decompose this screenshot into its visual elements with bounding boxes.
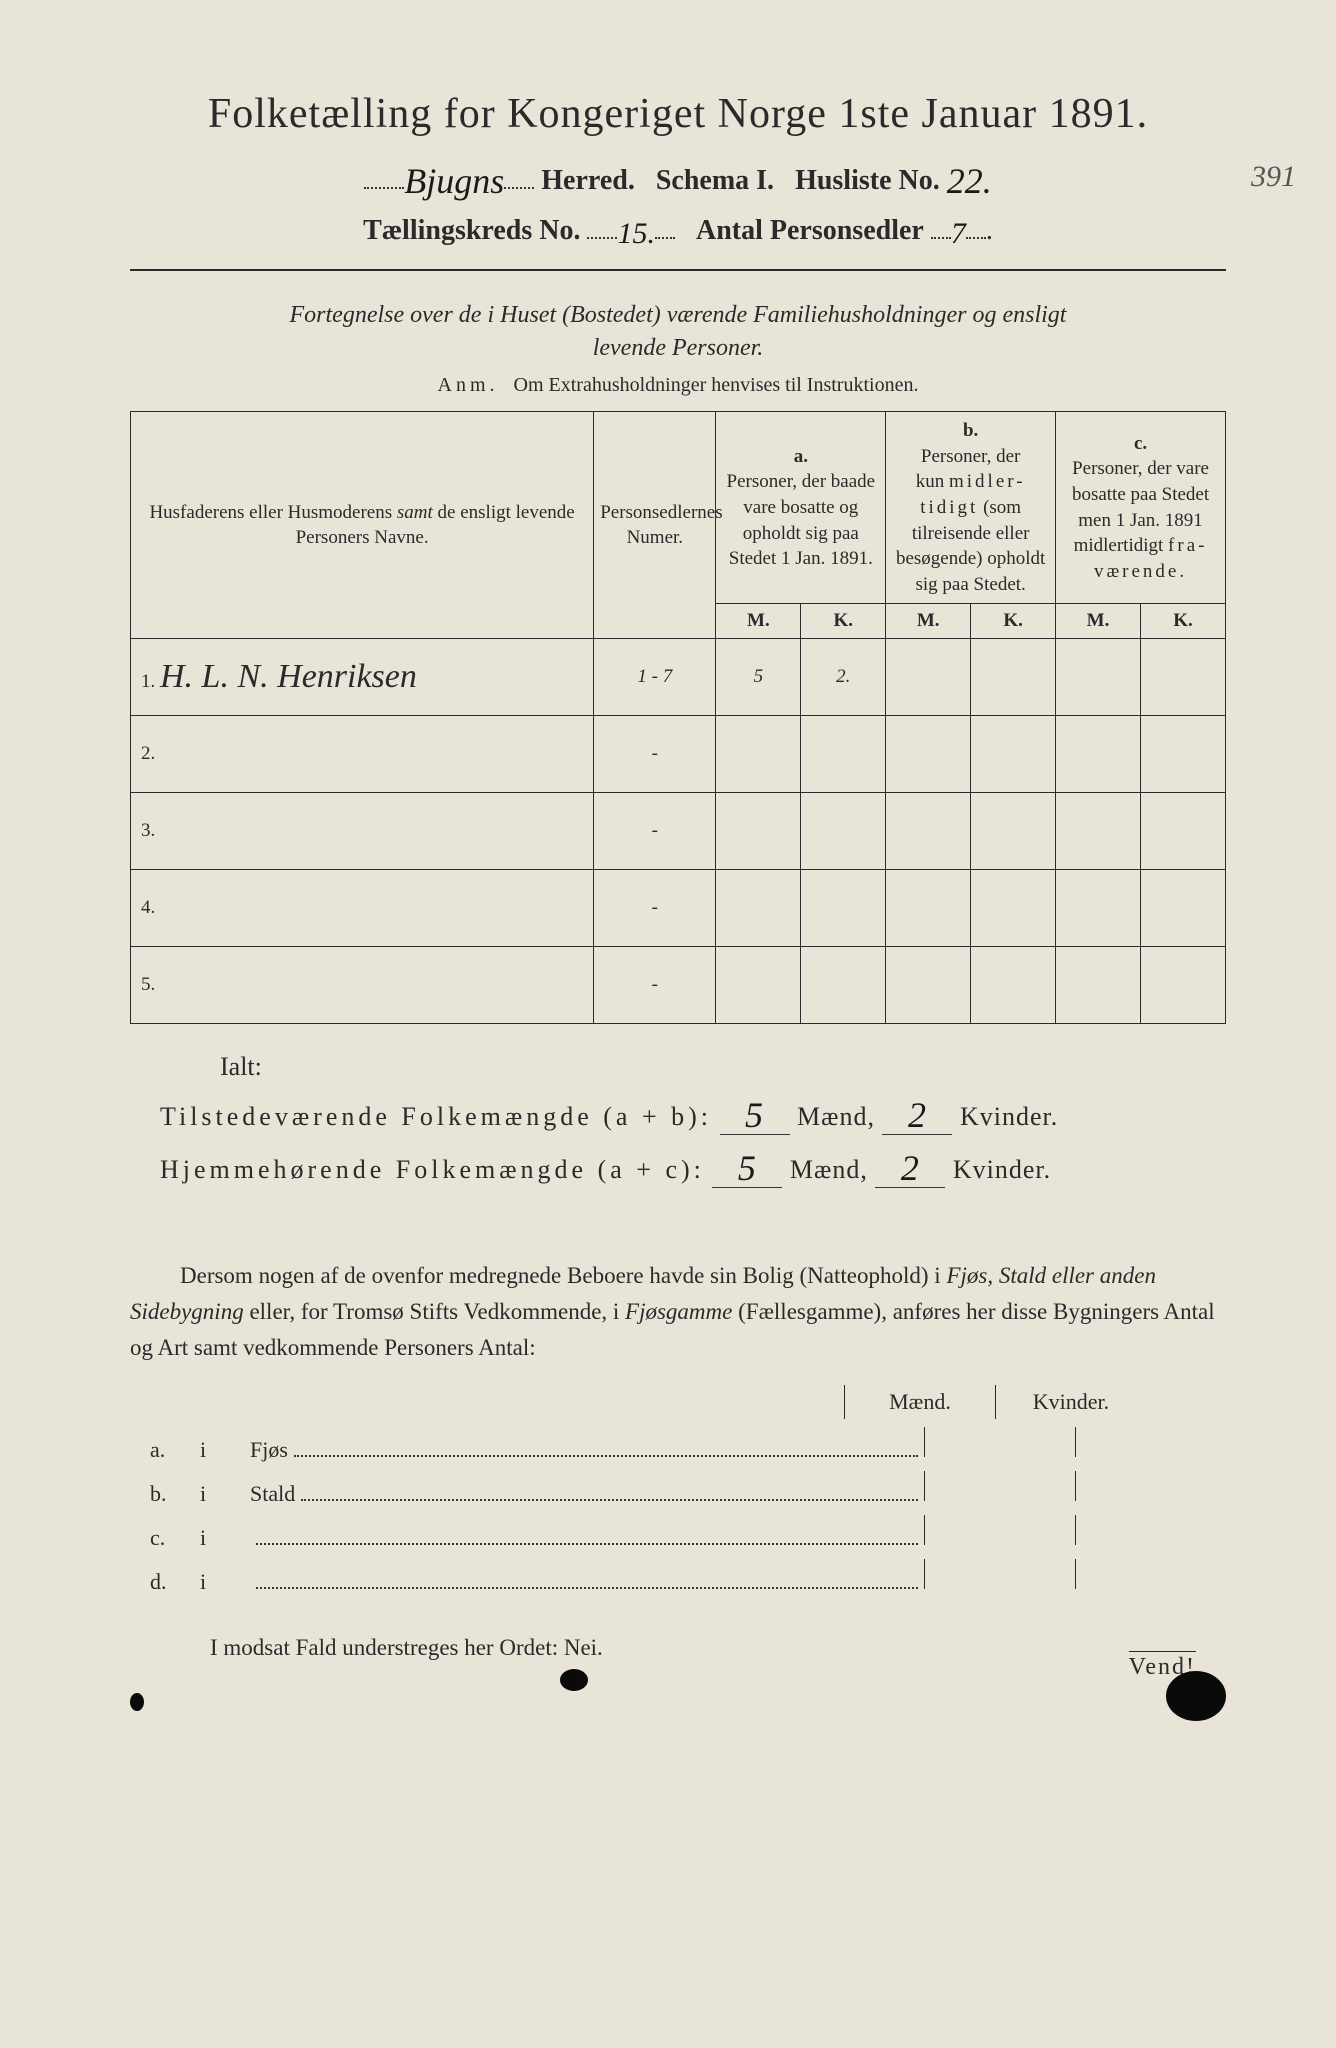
husliste-value: 22.	[947, 161, 992, 201]
col-names-header: Husfaderens eller Husmoderens samt de en…	[131, 411, 594, 638]
husliste-label: Husliste No.	[795, 165, 940, 196]
antal-value: 7	[951, 217, 966, 250]
col-c: c. Personer, der vare bosatte paa Stedet…	[1056, 411, 1226, 603]
col-numer-header: Personsedlernes Numer.	[594, 411, 716, 638]
intro-line1: Fortegnelse over de i Huset (Bostedet) v…	[290, 302, 1067, 328]
census-form-page: Folketælling for Kongeriget Norge 1ste J…	[0, 0, 1336, 1721]
intro-line2: levende Personer.	[593, 335, 764, 361]
kreds-value: 15.	[617, 217, 655, 250]
table-row: 3. -	[131, 793, 1226, 870]
mk-c-m: M.	[1056, 604, 1141, 639]
herred-label: Herred.	[541, 165, 635, 196]
sub-row-b: b. i Stald	[130, 1471, 1226, 1507]
paragraph: Dersom nogen af de ovenfor medregnede Be…	[130, 1258, 1226, 1365]
sub-row-d: d. i	[130, 1559, 1226, 1595]
mk-b-k: K.	[971, 604, 1056, 639]
table-row: 5. -	[131, 947, 1226, 1024]
mk-header: Mænd. Kvinder.	[130, 1385, 1226, 1419]
main-table: Husfaderens eller Husmoderens samt de en…	[130, 411, 1226, 1024]
divider-line	[130, 269, 1226, 271]
sub-row-c: c. i	[130, 1515, 1226, 1551]
mk-maend: Mænd.	[844, 1385, 995, 1419]
kreds-label: Tællingskreds No.	[363, 215, 580, 246]
mk-a-k: K.	[801, 604, 886, 639]
table-row: 2. -	[131, 716, 1226, 793]
table-body: 1. H. L. N. Henriksen 1 - 7 5 2. 2. - 3.…	[131, 639, 1226, 1024]
ink-blot	[1166, 1671, 1226, 1721]
col-a: a. Personer, der baade vare bosatte og o…	[716, 411, 886, 603]
anm-label: Anm.	[438, 374, 499, 396]
margin-annotation: 391	[1251, 160, 1296, 194]
ink-blot	[560, 1669, 588, 1691]
sub-list: a. i Fjøs b. i Stald c. i d. i	[130, 1427, 1226, 1595]
mk-c-k: K.	[1140, 604, 1225, 639]
header-line-3: Tællingskreds No. 15. Antal Personsedler…	[130, 206, 1226, 247]
mk-a-m: M.	[716, 604, 801, 639]
anm-text: Om Extrahusholdninger henvises til Instr…	[514, 374, 919, 396]
table-row: 4. -	[131, 870, 1226, 947]
ink-blot	[130, 1693, 144, 1711]
header-line-2: Bjugns Herred. Schema I. Husliste No. 22…	[130, 156, 1226, 198]
sub-row-a: a. i Fjøs	[130, 1427, 1226, 1463]
table-row: 1. H. L. N. Henriksen 1 - 7 5 2.	[131, 639, 1226, 716]
mk-kvinder: Kvinder.	[995, 1385, 1146, 1419]
intro-text: Fortegnelse over de i Huset (Bostedet) v…	[130, 299, 1226, 366]
anm-line: Anm. Om Extrahusholdninger henvises til …	[130, 374, 1226, 397]
col-b: b. Personer, derkun midler-tidigt (som t…	[886, 411, 1056, 603]
schema-label: Schema I.	[656, 165, 774, 196]
nei-line: I modsat Fald understreges her Ordet: Ne…	[130, 1635, 1226, 1661]
ialt-label: Ialt:	[130, 1052, 1226, 1082]
total-line-1: Tilstedeværende Folkemængde (a + b): 5 M…	[130, 1092, 1226, 1135]
page-title: Folketælling for Kongeriget Norge 1ste J…	[130, 90, 1226, 138]
antal-label: Antal Personsedler	[696, 215, 924, 246]
herred-value: Bjugns	[404, 161, 504, 201]
mk-b-m: M.	[886, 604, 971, 639]
total-line-2: Hjemmehørende Folkemængde (a + c): 5 Mæn…	[130, 1145, 1226, 1188]
